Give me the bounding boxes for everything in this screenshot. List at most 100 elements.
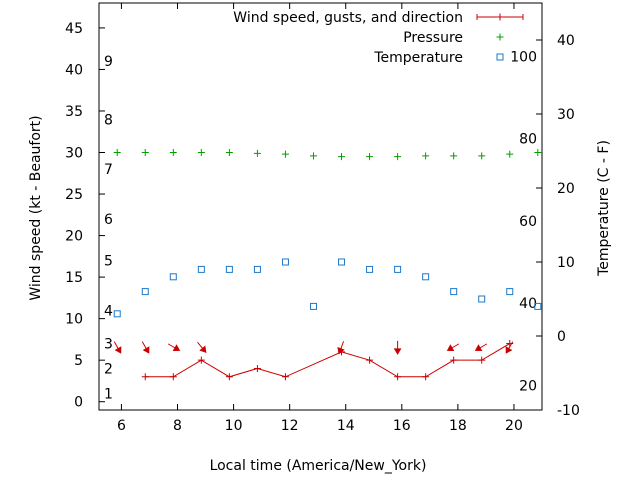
beaufort-label: 5 [104,253,113,269]
x-tick-label: 14 [337,418,355,434]
y-axis-label: Wind speed (kt - Beaufort) [28,115,44,300]
x-tick-label: 8 [173,418,182,434]
y-tick-label: 20 [65,229,83,245]
wind-direction-arrow [446,343,460,351]
y2-tick-label: 0 [557,329,566,345]
pressure-point [366,153,374,161]
wind-speed-point [197,356,205,364]
y-tick-label: 35 [65,104,83,120]
beaufort-label: 3 [104,337,113,353]
legend: Wind speed, gusts, and direction Pressure… [233,10,524,66]
wind-arrow-head [337,346,345,355]
wind-speed-point [225,373,233,381]
temperature-point [309,302,317,310]
temperature-point [281,258,289,266]
y2-tick-label: 10 [557,255,575,271]
temperature-point [366,265,374,273]
pressure-point [253,149,261,157]
pressure-point [309,152,317,160]
legend-swatch-marker [496,53,504,61]
wind-speed-point [281,373,289,381]
legend-label-temperature: Temperature [373,50,463,66]
y2-tick-label: -10 [557,403,580,419]
beaufort-label: 4 [104,303,113,319]
y-tick-label: 45 [65,21,83,37]
temperature-point [534,302,542,310]
pressure-point [394,153,402,161]
beaufort-label: 8 [104,112,113,128]
wind-arrow-head [474,344,483,351]
x-tick-label: 10 [225,418,243,434]
plot-frame [98,2,543,411]
wind-speed-point [141,373,149,381]
wind-direction-arrow [141,341,150,354]
wind-arrow-head [446,344,455,351]
y-tick-label: 25 [65,187,83,203]
y2-axis-label: Temperature (C - F) [596,140,612,277]
x-tick-label: 12 [281,418,299,434]
wind-direction-arrow [393,340,402,355]
wind-arrow-head [142,346,150,354]
beaufort-label: 7 [104,162,113,178]
pressure-point [281,150,289,158]
beaufort-label: 1 [104,386,113,402]
temperature-point [169,273,177,281]
y-tick-label: 15 [65,270,83,286]
wind-arrow-head [393,348,402,355]
y2-tick-label: 20 [557,181,575,197]
temperature-point [506,288,514,296]
x-tick-label: 16 [393,418,411,434]
y-tick-label: 40 [65,62,83,78]
beaufort-label: 6 [104,212,113,228]
wind-speed-point [394,373,402,381]
x-tick-label: 20 [505,418,523,434]
pressure-point [478,152,486,160]
wind-speed-point [450,356,458,364]
temperature-point [253,265,261,273]
beaufort-label: 9 [104,54,113,70]
pressure-point [506,150,514,158]
wind-arrow-head [114,346,122,354]
fahrenheit-label: 40 [519,296,537,312]
wind-speed-point [366,356,374,364]
fahrenheit-label: 100 [510,49,537,65]
temperature-point [197,265,205,273]
x-tick-label: 6 [117,418,126,434]
axis-ticks: 6 8 10 12 14 16 18 20051015202530354045-1001020… [65,3,580,434]
y-tick-label: 5 [74,353,83,369]
wind-arrow-head [505,346,513,354]
pressure-point [113,149,121,157]
legend-label-wind-speed: Wind speed, gusts, and direction [233,10,463,26]
temperature-point [338,258,346,266]
wind-direction-arrow [167,343,181,351]
wind-direction-arrow [197,341,207,353]
temperature-point [141,288,149,296]
y-tick-label: 0 [74,395,83,411]
wind-direction-arrow [474,343,488,351]
wind-speed-point [422,373,430,381]
wind-speed-point [478,356,486,364]
wind-arrow-head [199,345,207,353]
fahrenheit-label: 80 [519,132,537,148]
temperature-point [113,310,121,318]
wind-direction-arrow [337,341,345,355]
x-axis-label: Local time (America/New_York) [210,458,427,474]
temperature-point [422,273,430,281]
pressure-point [197,149,205,157]
temperature-point [225,265,233,273]
temperature-point [478,295,486,303]
wind-direction-arrow [113,341,122,354]
y2-tick-label: 30 [557,107,575,123]
y-tick-label: 10 [65,312,83,328]
pressure-point [141,149,149,157]
legend-swatch-marker [496,13,504,21]
y-tick-label: 30 [65,146,83,162]
wind-arrow-head [172,344,181,351]
pressure-point [422,152,430,160]
beaufort-label: 2 [104,361,113,377]
temperature-point [450,288,458,296]
wind-speed-point [253,364,261,372]
data-marks [113,149,542,381]
